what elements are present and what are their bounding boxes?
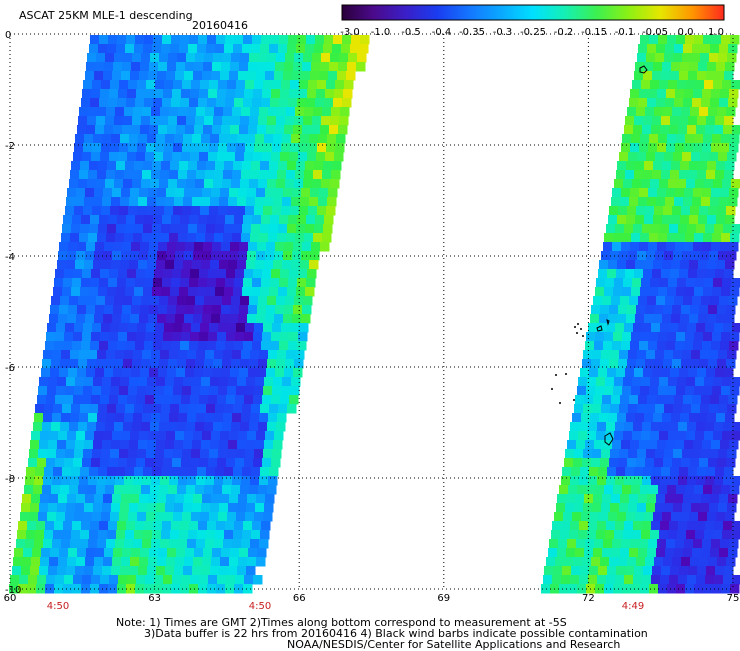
colorbar-tick-label: -0.3	[492, 27, 513, 38]
colorbar-tick-label: -0.15	[581, 27, 607, 38]
colorbar-gradient	[342, 5, 724, 20]
colorbar-tick-label: -1.0	[370, 27, 391, 38]
pass-time-label: 4:50	[47, 601, 69, 612]
colorbar-tick-label: -0.1	[614, 27, 635, 38]
colorbar-tick-label: 1.0	[708, 27, 724, 38]
pass-time-label: 4:50	[249, 601, 271, 612]
note-line-3: NOAA/NESDIS/Center for Satellite Applica…	[287, 638, 621, 651]
longitude-label: 63	[148, 593, 161, 604]
longitude-label: 72	[582, 593, 595, 604]
note-line-1: Note: 1) Times are GMT 2)Times along bot…	[116, 616, 567, 629]
product-title: ASCAT 25KM MLE-1 descending	[19, 9, 193, 22]
latitude-label: -8	[5, 474, 15, 485]
coastlines	[596, 65, 648, 446]
island-outline	[639, 65, 648, 74]
latitude-label: -10	[5, 585, 21, 596]
colorbar-tick-label: -0.5	[401, 27, 421, 38]
island-outline	[606, 319, 610, 326]
latitude-label: -4	[5, 252, 15, 263]
longitude-label: 69	[437, 593, 450, 604]
colorbar-tick-label: 0.0	[677, 27, 694, 38]
pass-time-label: 4:49	[622, 601, 644, 612]
colorbar-swatches	[341, 4, 725, 21]
colorbar-tick-label: -0.25	[520, 27, 546, 38]
colorbar-tick-label: -0.05	[642, 27, 668, 38]
island-outline	[604, 432, 614, 446]
product-date: 20160416	[192, 19, 248, 32]
colorbar-tick-label: -3.0	[340, 27, 360, 38]
latitude-label: -2	[5, 141, 15, 152]
reef-dots	[551, 323, 584, 404]
longitude-label: 75	[727, 593, 740, 604]
satellite-swaths	[9, 35, 740, 594]
colorbar-frame	[341, 4, 725, 21]
colorbar-tick-label: -0.35	[459, 27, 485, 38]
note-line-2: 3)Data buffer is 22 hrs from 20160416 4)…	[144, 627, 648, 640]
latitude-label: -6	[5, 363, 15, 374]
graticule	[9, 33, 734, 590]
latitude-label: 0	[5, 30, 11, 41]
longitude-label: 66	[293, 593, 306, 604]
colorbar-tick-label: -0.4	[431, 27, 452, 38]
colorbar-tick-label: -0.2	[553, 27, 574, 38]
longitude-label: 60	[4, 593, 17, 604]
island-outline	[596, 325, 603, 332]
